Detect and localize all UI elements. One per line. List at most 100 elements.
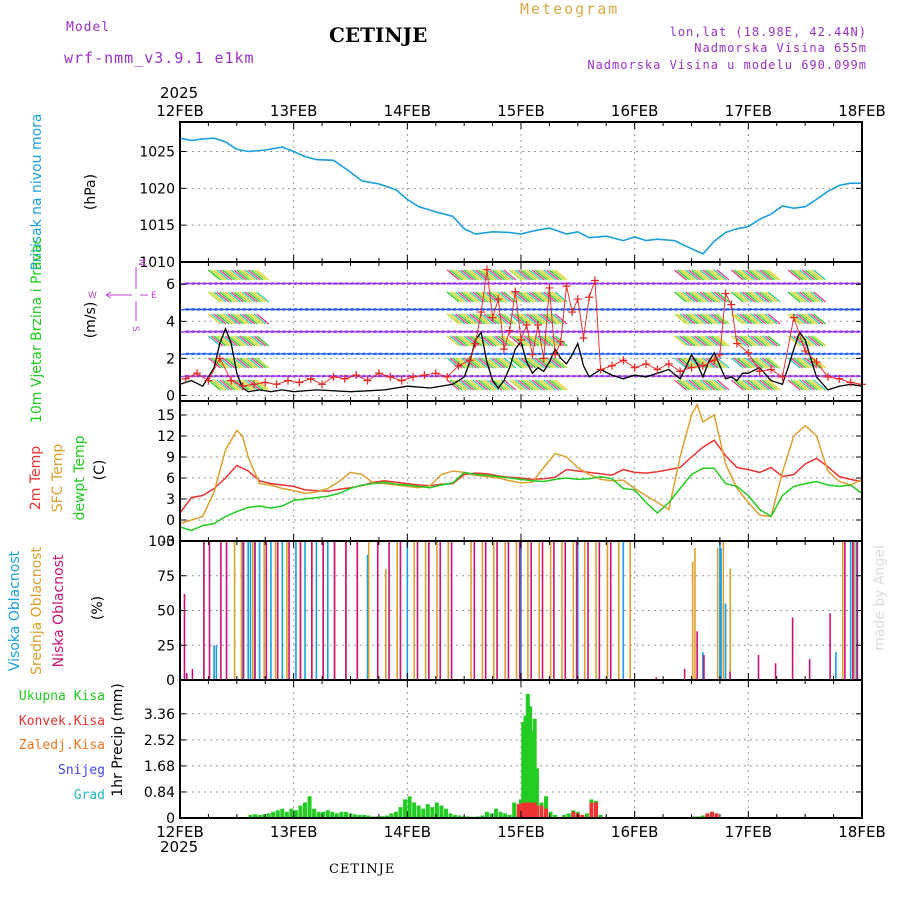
wind-streak [250, 379, 264, 391]
wind-arrow [492, 308, 502, 311]
wind-arrow [765, 352, 775, 356]
wind-arrow [361, 330, 371, 334]
wind-streak [759, 291, 773, 303]
wind-streak [512, 269, 525, 281]
wind-streak [233, 313, 247, 325]
wind-streak [247, 335, 261, 347]
wind-arrow [680, 282, 690, 285]
wind-arrow [276, 330, 286, 334]
y-tick-label: 1010 [139, 255, 175, 271]
wind-streak [767, 269, 781, 281]
wind-arrow [321, 308, 332, 311]
wind-arrow [765, 282, 775, 285]
wind-arrow [464, 330, 474, 334]
wind-arrow [276, 374, 286, 378]
wind-streak [551, 313, 565, 325]
wind-streak [239, 291, 253, 303]
wind-arrow [702, 308, 712, 311]
x-tick-label-bottom: 13FEB [270, 823, 317, 841]
wind-streak [676, 313, 690, 325]
wind-arrow [822, 282, 832, 285]
y-tick-label: 0 [166, 388, 175, 404]
wind-streak [520, 269, 534, 281]
wind-arrow [725, 308, 735, 311]
wind-streak [497, 291, 511, 303]
wind-arrow [662, 282, 673, 285]
wind-streak [736, 357, 750, 369]
wind-streak [711, 313, 724, 325]
wind-arrow [304, 330, 315, 334]
wind-streak [549, 379, 562, 391]
wind-streak [446, 313, 460, 325]
wind-streak [500, 269, 514, 281]
wind-streak [222, 379, 236, 391]
wind-streak [810, 269, 824, 281]
wind-streak [520, 379, 534, 391]
wind-arrow [799, 330, 809, 334]
wind-arrow [793, 352, 803, 356]
wind-streak [799, 313, 812, 325]
wind-arrow [759, 282, 769, 285]
precip-bar [521, 721, 526, 818]
wind-streak [227, 269, 241, 281]
wind-gust-marker [534, 321, 543, 330]
wind-streak [676, 269, 690, 281]
wind-arrow [645, 352, 656, 356]
wind-arrow [844, 330, 855, 334]
wind-arrow [697, 374, 707, 378]
wind-streak [242, 357, 255, 369]
wind-streak [801, 269, 815, 281]
wind-arrow [680, 308, 690, 311]
wind-arrow [640, 330, 650, 334]
wind-streak [225, 379, 238, 391]
wind-streak [531, 335, 545, 347]
wind-streak [685, 269, 699, 281]
wind-arrow [253, 352, 263, 356]
wind-arrow [475, 308, 485, 311]
wind-arrow [645, 282, 656, 285]
wind-streak [455, 313, 469, 325]
wind-streak [463, 269, 477, 281]
wind-arrow [753, 352, 764, 356]
wind-arrow [753, 374, 764, 378]
wind-streak [534, 269, 548, 281]
y-tick-label: 4 [166, 314, 175, 330]
wind-streak [475, 357, 488, 369]
wind-streak [674, 313, 687, 325]
wind-arrow [600, 374, 610, 378]
wind-arrow [213, 282, 224, 285]
wind-arrow [594, 374, 604, 378]
wind-arrow [554, 282, 565, 285]
x-tick-label-top: 13FEB [270, 102, 317, 120]
wind-arrow [623, 374, 633, 378]
wind-arrow [759, 352, 769, 356]
wind-streak [756, 379, 770, 391]
wind-streak [793, 269, 807, 281]
wind-arrow [503, 282, 514, 285]
wind-gust-marker [568, 308, 577, 317]
wind-arrow [640, 308, 650, 311]
wind-streak [554, 313, 568, 325]
wind-arrow [339, 374, 349, 378]
wind-streak [790, 379, 804, 391]
wind-arrow [657, 282, 667, 285]
wind-streak [222, 269, 236, 281]
wind-streak [693, 269, 707, 281]
wind-arrow [651, 352, 661, 356]
wind-arrow [657, 308, 667, 311]
wind-streak [747, 379, 761, 391]
wind-streak [716, 379, 730, 391]
precip-bar [434, 802, 439, 818]
precip-bar [530, 804, 535, 818]
wind-arrow [231, 308, 241, 311]
temp-line-sfc [179, 402, 863, 525]
wind-arrow [543, 352, 553, 356]
wind-streak [500, 357, 514, 369]
wind-gust-marker [585, 293, 594, 302]
wind-gust-marker [431, 369, 440, 378]
wind-streak [472, 313, 486, 325]
wind-streak [546, 335, 559, 347]
wind-arrow [708, 308, 718, 311]
wind-streak [239, 313, 253, 325]
x-tick-label-bottom: 15FEB [497, 823, 544, 841]
